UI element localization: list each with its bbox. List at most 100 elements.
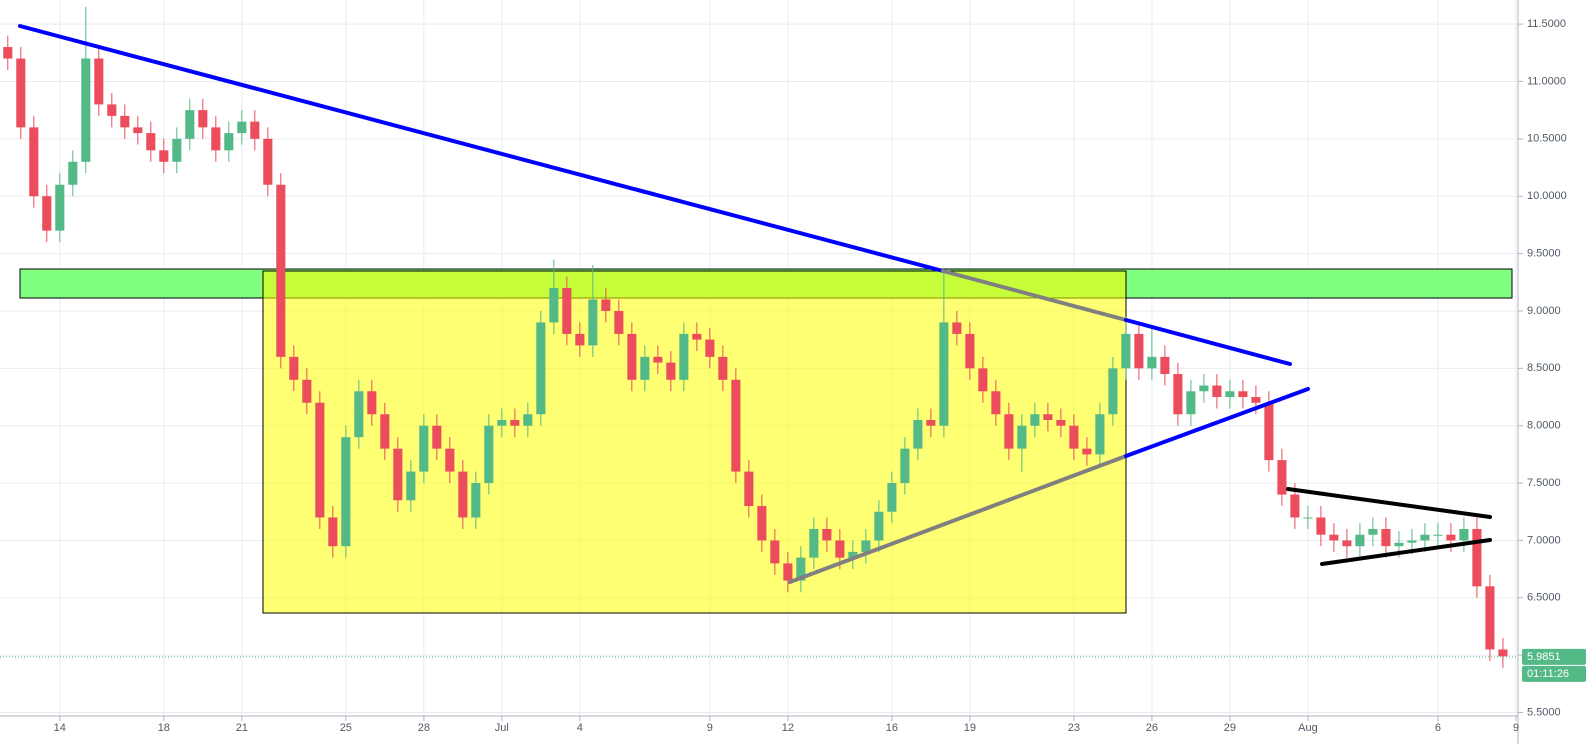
- candle-body: [263, 138, 273, 185]
- x-tick-label: 19: [964, 722, 976, 734]
- candle-body: [289, 356, 299, 380]
- candle-body: [1303, 517, 1313, 519]
- candle-body: [380, 414, 390, 449]
- candle-body: [549, 288, 559, 323]
- candle-body: [1212, 385, 1222, 398]
- candle-body: [731, 379, 741, 472]
- candle-body: [1251, 397, 1261, 403]
- candle-body: [1498, 649, 1508, 657]
- candle-body: [341, 437, 351, 547]
- candle-body: [562, 288, 572, 334]
- candle-body: [1056, 419, 1066, 426]
- candle-body: [315, 402, 325, 518]
- pennant-top: [1286, 487, 1492, 519]
- candle-body: [1446, 534, 1456, 541]
- candle-body: [757, 506, 767, 541]
- candle-body: [744, 471, 754, 507]
- candle-body: [133, 127, 143, 134]
- candle-body: [198, 110, 208, 128]
- candle-body: [1069, 425, 1079, 449]
- candle-body: [1186, 391, 1196, 415]
- candle-body: [1082, 448, 1092, 455]
- candle-body: [42, 196, 52, 231]
- candle-body: [536, 322, 546, 415]
- candle-body: [497, 419, 507, 426]
- candle-body: [81, 58, 91, 162]
- candle-body: [835, 540, 845, 558]
- candle-body: [1095, 414, 1105, 455]
- y-tick-label: 8.5000: [1527, 362, 1561, 374]
- candle-body: [432, 425, 442, 449]
- candle-body: [887, 483, 897, 512]
- candle-body: [458, 471, 468, 518]
- candle-body: [718, 356, 728, 380]
- y-tick-label: 8.0000: [1527, 420, 1561, 432]
- y-tick-label: 6.5000: [1527, 592, 1561, 604]
- y-tick-label: 5.5000: [1527, 706, 1561, 718]
- candle-body: [1381, 528, 1391, 547]
- candle-body: [640, 356, 650, 380]
- candle-body: [679, 333, 689, 380]
- candle-body: [159, 150, 169, 162]
- candle-body: [55, 184, 65, 231]
- candle-body: [809, 528, 819, 558]
- candle-body: [601, 299, 611, 311]
- candle-body: [1134, 333, 1144, 369]
- x-tick-label: 21: [236, 722, 248, 734]
- candle-body: [874, 511, 884, 541]
- x-tick-label: 16: [886, 722, 898, 734]
- candle-body: [1485, 586, 1495, 650]
- candle-body: [692, 333, 702, 340]
- candle-body: [1108, 368, 1118, 415]
- candle-body: [237, 121, 247, 134]
- countdown-label: 01:11:26: [1527, 668, 1569, 680]
- candle-body: [406, 471, 416, 501]
- candle-body: [991, 391, 1001, 415]
- y-tick-label: 11.5000: [1527, 18, 1566, 30]
- x-tick-label: 25: [340, 722, 352, 734]
- candle-body: [393, 448, 403, 501]
- candle-body: [900, 448, 910, 484]
- downtrend-line: [18, 24, 945, 273]
- candle-body: [848, 551, 858, 558]
- y-tick-label: 7.5000: [1527, 477, 1561, 489]
- x-tick-label: 14: [54, 722, 66, 734]
- candle-body: [653, 356, 663, 363]
- candle-body: [224, 133, 234, 151]
- downtrend-line-segment: [941, 269, 1128, 322]
- candle-body: [1173, 374, 1183, 415]
- uptrend-line-segment: [788, 454, 1128, 584]
- candle-body: [16, 58, 26, 128]
- candle-body: [1433, 534, 1443, 536]
- x-tick-label: 29: [1224, 722, 1236, 734]
- candle-body: [354, 391, 364, 438]
- candle-body: [107, 104, 117, 116]
- y-tick-label: 10.0000: [1527, 190, 1567, 202]
- candle-body: [770, 540, 780, 564]
- candle-body: [783, 563, 793, 581]
- candle-body: [1017, 425, 1027, 449]
- candle-body: [822, 528, 832, 541]
- x-tick-label: 9: [1513, 722, 1519, 734]
- candle-body: [1004, 414, 1014, 449]
- x-tick-label: 18: [158, 722, 170, 734]
- candle-body: [250, 121, 260, 139]
- candle-body: [172, 138, 182, 162]
- candle-body: [913, 419, 923, 449]
- candle-body: [1277, 460, 1287, 495]
- candle-body: [1368, 528, 1378, 535]
- candle-body: [588, 299, 598, 346]
- x-tick-label: 23: [1068, 722, 1080, 734]
- candle-body: [146, 133, 156, 151]
- candle-body: [445, 448, 455, 472]
- candle-body: [666, 362, 676, 380]
- candle-body: [120, 115, 130, 128]
- x-tick-label: 6: [1435, 722, 1441, 734]
- x-tick-label: 28: [418, 722, 430, 734]
- candle-body: [939, 322, 949, 426]
- candle-body: [1238, 391, 1248, 398]
- candle-body: [3, 47, 13, 59]
- x-tick-label: Aug: [1298, 722, 1318, 734]
- candle-body: [510, 419, 520, 426]
- candle-body: [926, 419, 936, 426]
